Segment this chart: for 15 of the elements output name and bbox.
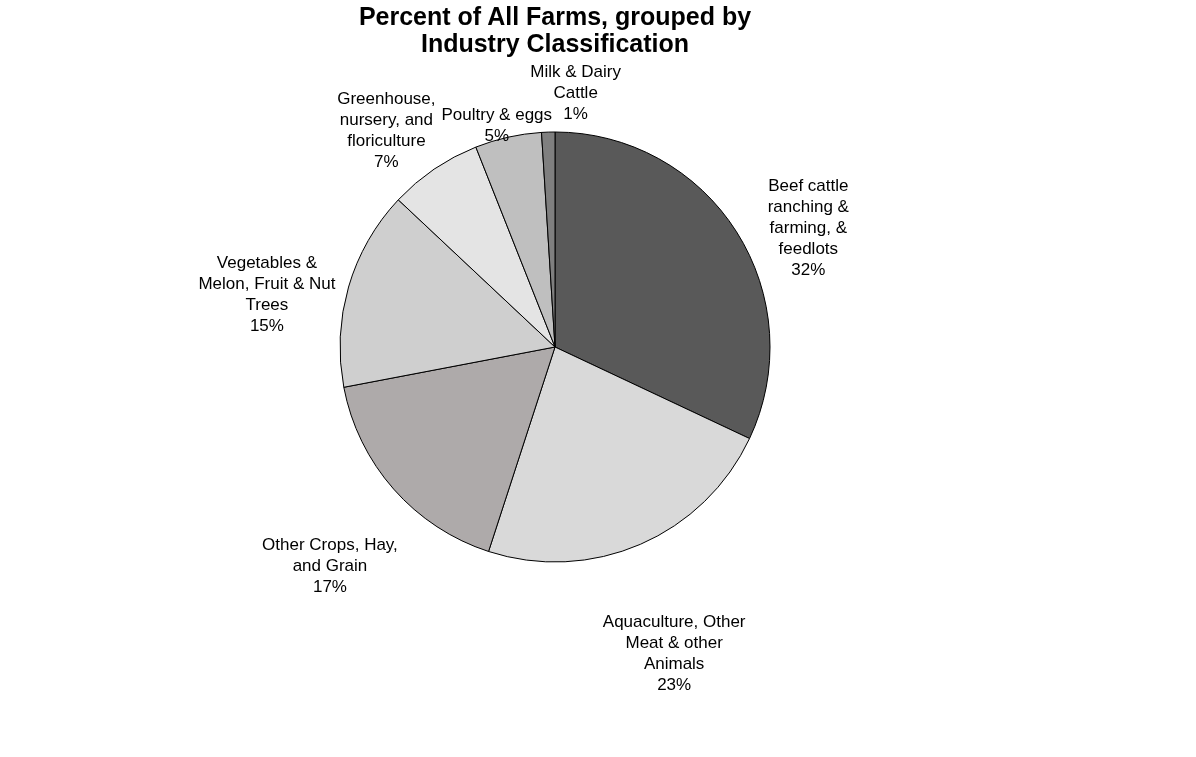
data-label: 1% [563,104,588,124]
data-label: 7% [374,151,399,171]
data-label: 23% [657,675,692,695]
slice-label: Milk & Dairy Cattle [530,62,622,103]
data-label: 17% [312,577,347,597]
data-label: 15% [249,316,284,336]
slice-label: Poultry & eggs [441,104,553,124]
chart-title: Percent of All Farms, grouped by Industry Classification [358,2,752,57]
slice-label: Greenhouse, nursery, and floriculture [337,88,436,150]
slice-label: Aquaculture, Other Meat & other Animals [602,612,746,674]
data-label: 32% [791,260,826,280]
slice-label: Other Crops, Hay, and Grain [262,535,398,576]
slice-label: Vegetables & Melon, Fruit & Nut Trees [198,253,336,315]
slice-label: Beef cattle ranching & farming, & feedlots [767,176,850,259]
data-label: 5% [484,125,510,145]
